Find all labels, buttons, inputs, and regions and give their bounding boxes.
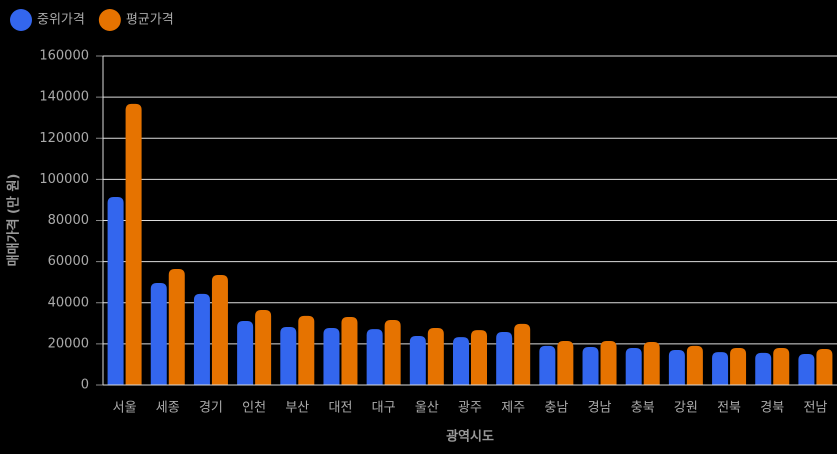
legend-label: 평균가격 bbox=[126, 13, 174, 28]
x-tick-label: 강원 bbox=[674, 401, 698, 416]
bar bbox=[341, 316, 358, 385]
y-tick-label: 40000 bbox=[48, 295, 89, 310]
y-tick-label: 100000 bbox=[39, 172, 89, 187]
bar bbox=[150, 283, 167, 385]
legend-marker bbox=[10, 9, 32, 31]
x-tick-label: 경남 bbox=[588, 401, 612, 416]
bar bbox=[582, 346, 599, 385]
bar bbox=[427, 328, 444, 385]
x-axis-title: 광역시도 bbox=[446, 429, 494, 445]
bar bbox=[730, 347, 747, 385]
x-tick-label: 대구 bbox=[372, 401, 396, 416]
bar bbox=[168, 269, 185, 385]
y-tick-label: 60000 bbox=[48, 254, 89, 269]
bar bbox=[453, 337, 469, 385]
bar bbox=[323, 328, 340, 385]
bar bbox=[384, 320, 401, 385]
bar bbox=[125, 103, 142, 386]
x-tick-label: 충남 bbox=[544, 401, 568, 416]
x-tick-label: 경북 bbox=[760, 401, 784, 416]
legend-label: 중위가격 bbox=[37, 13, 85, 28]
bar bbox=[193, 293, 210, 385]
bar bbox=[280, 327, 297, 385]
bar bbox=[211, 274, 228, 385]
bar bbox=[557, 340, 574, 385]
x-tick-label: 서울 bbox=[113, 401, 137, 416]
bar bbox=[107, 197, 124, 385]
x-tick-label: 경기 bbox=[199, 401, 223, 416]
bar bbox=[539, 345, 556, 385]
x-tick-label: 울산 bbox=[415, 401, 439, 416]
bar bbox=[712, 352, 729, 385]
legend-marker bbox=[98, 9, 121, 31]
y-axis-title: 매매가격 (만 원) bbox=[6, 174, 22, 267]
bar bbox=[798, 353, 815, 385]
bar bbox=[755, 352, 772, 385]
x-tick-label: 인천 bbox=[242, 401, 266, 416]
x-tick-label: 광주 bbox=[458, 401, 482, 416]
y-tick-label: 20000 bbox=[48, 336, 89, 351]
bar bbox=[514, 323, 531, 385]
x-tick-label: 충북 bbox=[631, 401, 655, 416]
bar bbox=[471, 330, 487, 385]
bar bbox=[600, 340, 617, 385]
bar bbox=[298, 315, 315, 385]
bar bbox=[625, 347, 642, 385]
bar bbox=[237, 321, 254, 385]
bar bbox=[409, 336, 426, 385]
y-tick-label: 0 bbox=[81, 378, 89, 393]
y-tick-label: 120000 bbox=[39, 131, 89, 146]
bar bbox=[255, 309, 272, 385]
bar bbox=[366, 329, 383, 385]
bar bbox=[686, 345, 703, 385]
x-tick-label: 세종 bbox=[156, 401, 180, 416]
bar bbox=[496, 331, 513, 385]
y-tick-label: 140000 bbox=[39, 90, 89, 105]
bar bbox=[773, 347, 790, 385]
y-tick-label: 80000 bbox=[48, 213, 89, 228]
y-tick-label: 160000 bbox=[39, 49, 89, 64]
x-tick-label: 제주 bbox=[501, 401, 525, 416]
x-tick-label: 전남 bbox=[803, 401, 827, 416]
x-tick-label: 전북 bbox=[717, 401, 741, 416]
x-tick-label: 부산 bbox=[285, 401, 309, 416]
x-tick-label: 대전 bbox=[329, 401, 353, 416]
bar bbox=[816, 349, 833, 385]
bar bbox=[668, 350, 685, 385]
bar bbox=[643, 342, 660, 385]
